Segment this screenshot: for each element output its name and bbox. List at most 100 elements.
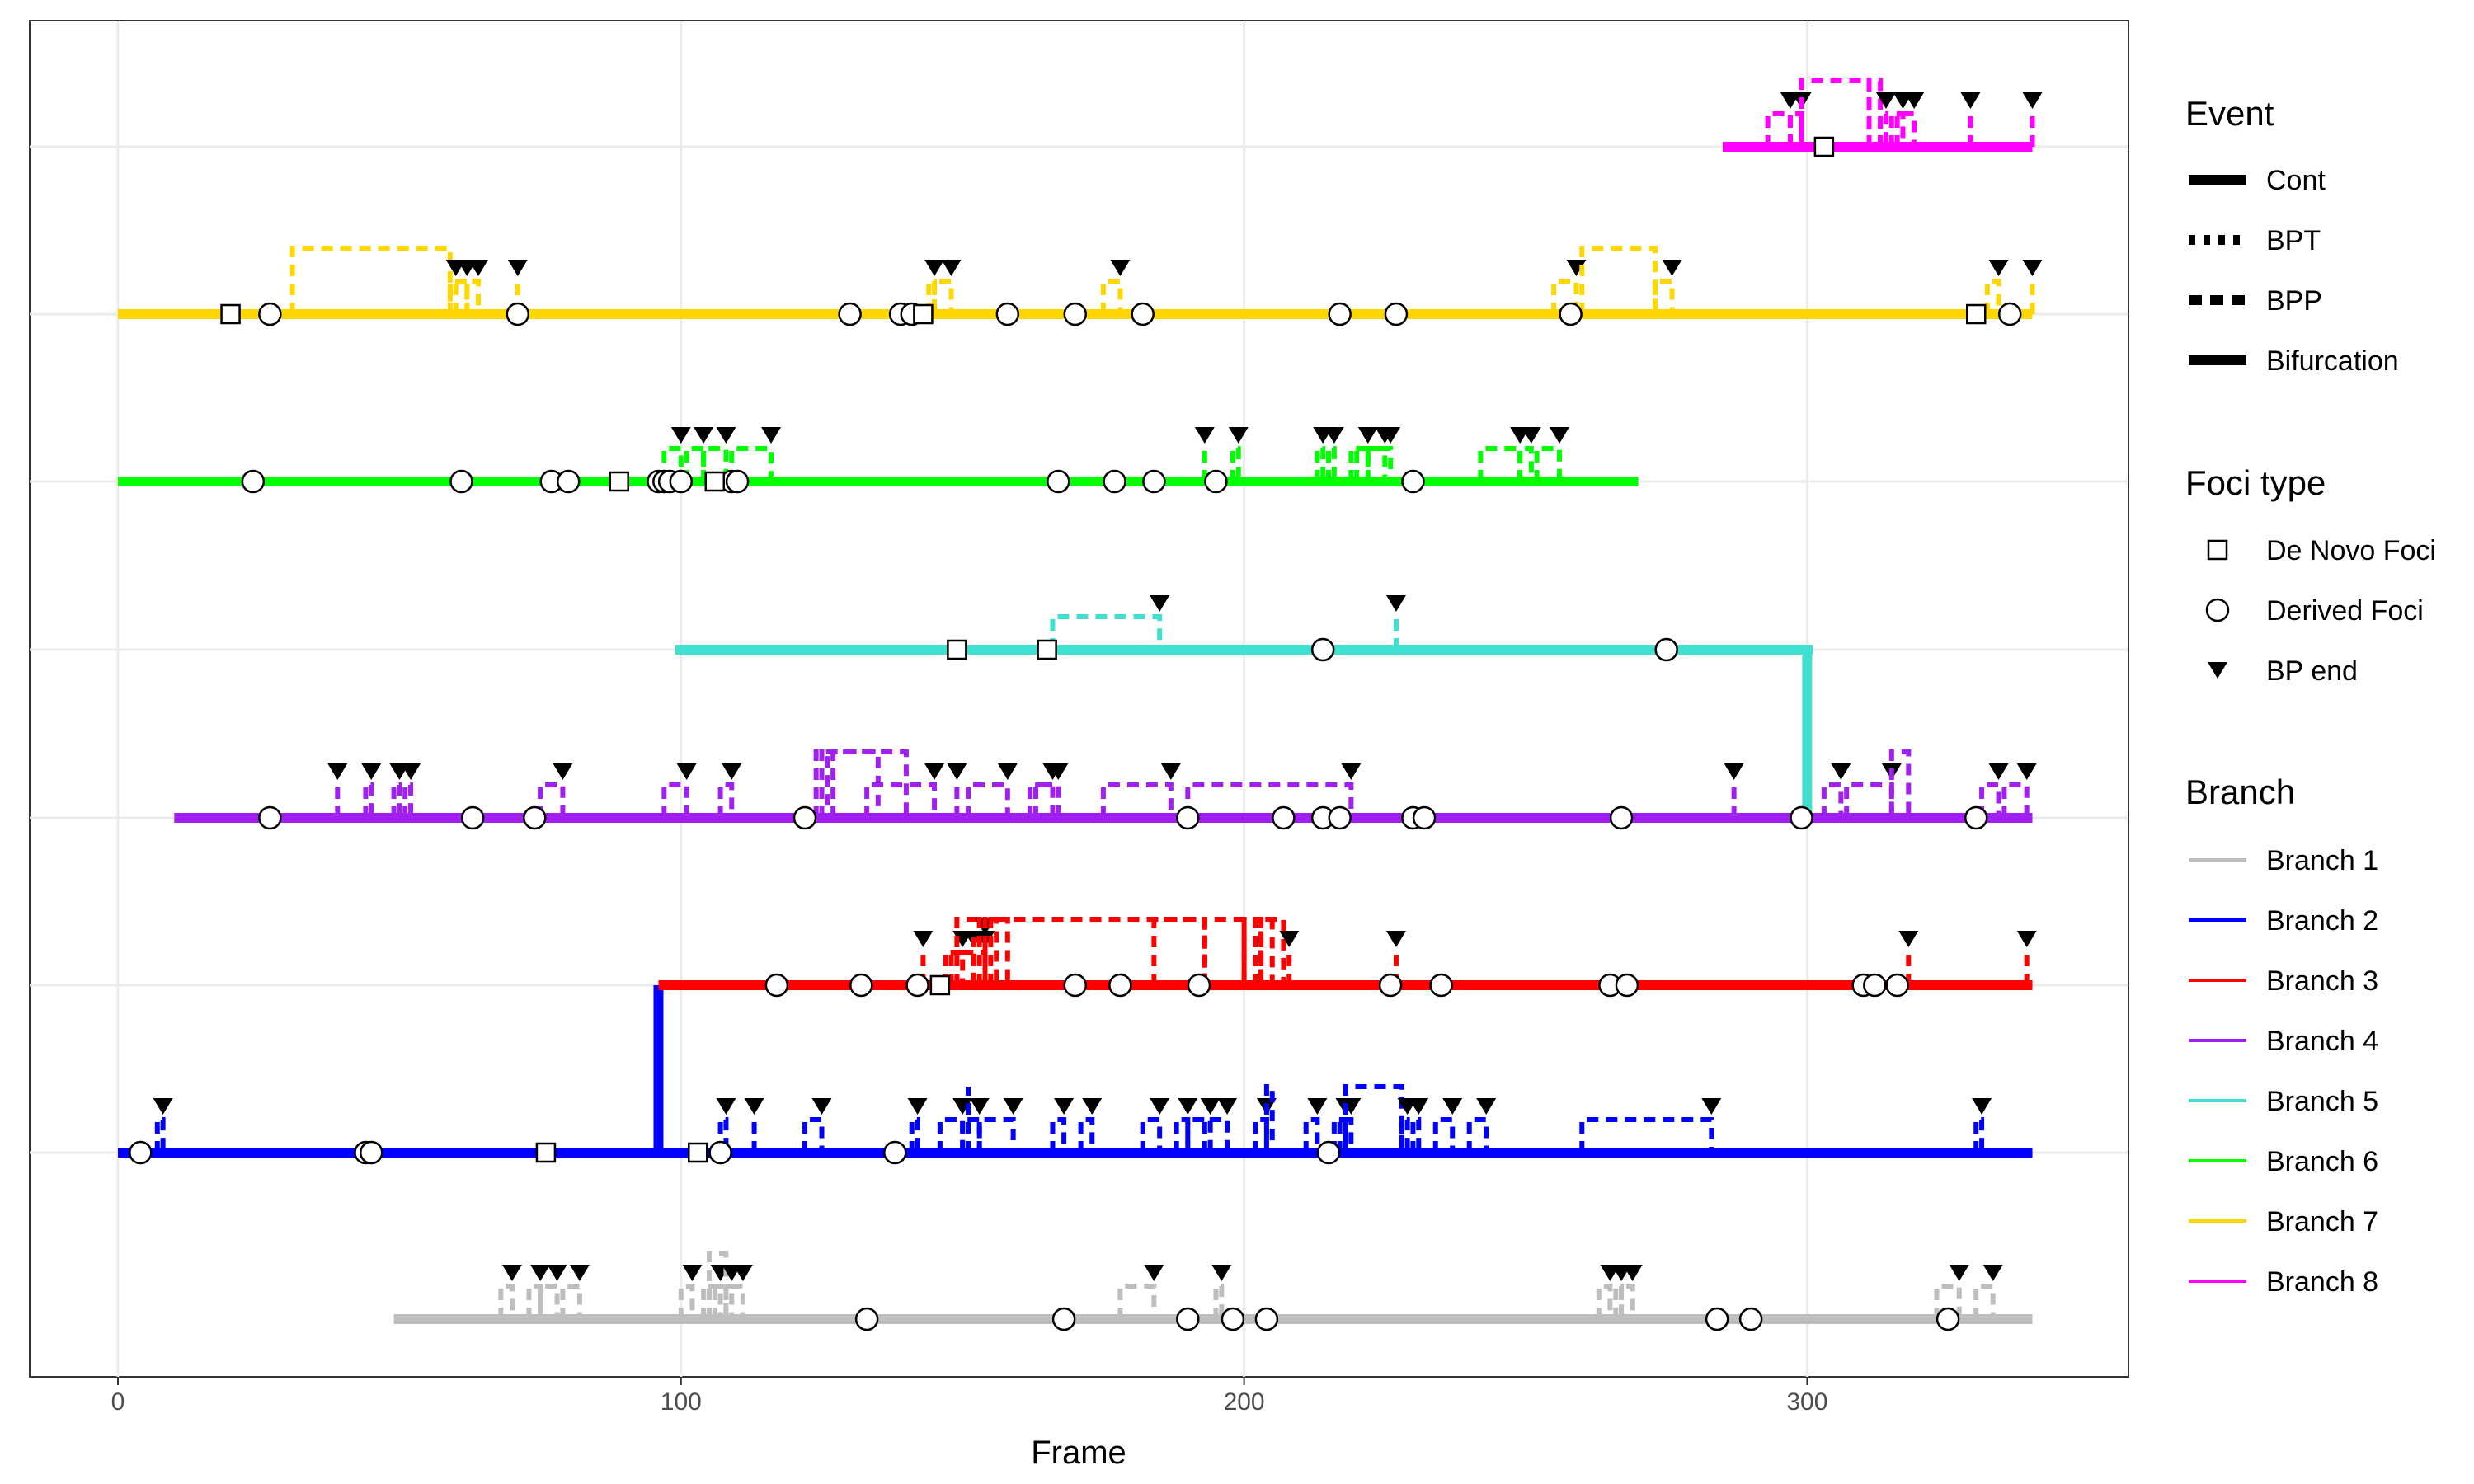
denovo-foci-marker: [913, 303, 934, 325]
legend-derived-symbol: [2205, 598, 2230, 622]
bp-path: [498, 1284, 515, 1319]
bp-path: [1821, 782, 1844, 818]
bp-end-marker: [1279, 931, 1300, 947]
derived-foci-marker: [1384, 302, 1409, 326]
bp-path: [1343, 1084, 1404, 1153]
bp-end-marker: [327, 763, 348, 780]
legend-branch-label: Branch 3: [2266, 965, 2378, 997]
legend-branch-title: Branch: [2185, 773, 2295, 811]
derived-foci-marker: [1316, 1140, 1341, 1165]
derived-foci-marker: [1051, 1307, 1076, 1331]
bp-end-marker: [716, 1098, 736, 1115]
legend-branch-label: Branch 2: [2266, 905, 2378, 937]
x-tick-label: 300: [1786, 1388, 1827, 1416]
bp-path: [1100, 782, 1174, 818]
bp-end-marker: [1082, 1098, 1103, 1115]
x-axis: 0 100 200 300: [111, 1377, 1827, 1416]
bp-end-marker: [1228, 427, 1249, 444]
derived-foci-marker: [1705, 1307, 1729, 1331]
bp-end-marker: [1701, 1098, 1722, 1115]
derived-foci-marker: [854, 1307, 879, 1331]
bp-path: [830, 749, 909, 818]
bp-end-marker: [952, 1098, 973, 1115]
derived-foci-marker: [1103, 469, 1126, 494]
derived-foci-marker: [449, 469, 473, 494]
bp-end-marker: [1144, 1265, 1164, 1281]
derived-foci-marker: [1863, 973, 1887, 998]
bp-end-marker: [947, 763, 967, 780]
bp-path: [712, 1284, 735, 1319]
legend-event-label: Bifurcation: [2266, 345, 2399, 377]
plot-panel: [29, 20, 2129, 1378]
derived-foci-marker: [764, 973, 789, 998]
derived-foci-marker: [905, 973, 929, 998]
bp-end-marker: [1003, 1098, 1023, 1115]
bp-end-marker: [941, 260, 962, 276]
bp-path: [289, 246, 453, 314]
bp-path: [661, 782, 689, 818]
bp-path: [1050, 1117, 1067, 1153]
bp-path: [1466, 1117, 1489, 1153]
bp-end-marker: [1150, 1098, 1170, 1115]
bp-path: [2001, 782, 2030, 818]
bp-path: [960, 1117, 982, 1153]
derived-foci-marker: [669, 469, 694, 494]
bp-end-marker: [924, 763, 945, 780]
legend-branch-label: Branch 1: [2266, 845, 2378, 876]
bp-end-marker: [1549, 427, 1569, 444]
bp-path: [1140, 1117, 1163, 1153]
x-axis-title: Frame: [1031, 1435, 1126, 1471]
legend-event-label: Cont: [2266, 165, 2326, 196]
bp-path: [538, 782, 566, 818]
bp-path: [943, 950, 966, 985]
derived-foci-marker: [1997, 302, 2022, 326]
derived-foci-marker: [523, 805, 547, 830]
legend-foci-title: Foci type: [2185, 463, 2326, 502]
bp-end-marker: [1341, 1098, 1362, 1115]
legend-branch-label: Branch 8: [2266, 1266, 2378, 1298]
bp-end-marker: [1982, 1265, 2003, 1281]
bp-end-marker: [694, 427, 714, 444]
derived-foci-marker: [1254, 1307, 1279, 1331]
bp-path: [560, 1284, 582, 1319]
bp-path: [954, 917, 988, 985]
bp-path: [982, 917, 1207, 985]
bp-path: [701, 1284, 723, 1319]
bifurcation-lines: [653, 650, 1813, 1153]
x-tick-label: 0: [111, 1388, 125, 1416]
legend-branch-label: Branch 4: [2266, 1026, 2378, 1057]
derived-foci-marker: [849, 973, 873, 998]
bp-end-marker: [732, 1265, 753, 1281]
denovo-foci-marker: [688, 1142, 708, 1163]
derived-foci-marker: [460, 805, 485, 830]
bp-end-marker: [1211, 1265, 1232, 1281]
bp-end-marker: [361, 763, 382, 780]
bp-path: [937, 1117, 966, 1153]
derived-foci-marker: [1738, 1307, 1763, 1331]
derived-foci-marker: [1272, 805, 1296, 830]
derived-foci-marker: [241, 469, 266, 494]
legend-event-label: BPT: [2266, 225, 2321, 256]
x-tick-label: 100: [661, 1388, 702, 1416]
bp-end-marker: [997, 763, 1018, 780]
legend-foci-label: BP end: [2266, 655, 2358, 687]
derived-foci-marker: [1654, 637, 1678, 662]
bp-path: [1934, 1284, 1962, 1319]
derived-foci-marker: [556, 469, 581, 494]
derived-foci-marker: [1609, 805, 1634, 830]
bp-path: [1303, 1117, 1320, 1153]
bp-path: [1263, 1084, 1275, 1153]
bp-path: [1202, 1117, 1230, 1153]
bp-path: [1100, 279, 1123, 314]
branch-tracks: [118, 78, 2043, 1331]
derived-foci-marker: [883, 1140, 907, 1165]
bp-path: [701, 446, 729, 481]
derived-foci-marker: [1187, 973, 1211, 998]
bp-end-marker: [1875, 92, 1896, 109]
bp-end-marker: [569, 1265, 590, 1281]
derived-foci-marker: [1108, 973, 1132, 998]
derived-foci-marker: [1047, 469, 1070, 494]
bp-end-marker: [670, 427, 691, 444]
bp-end-marker: [1409, 1098, 1429, 1115]
